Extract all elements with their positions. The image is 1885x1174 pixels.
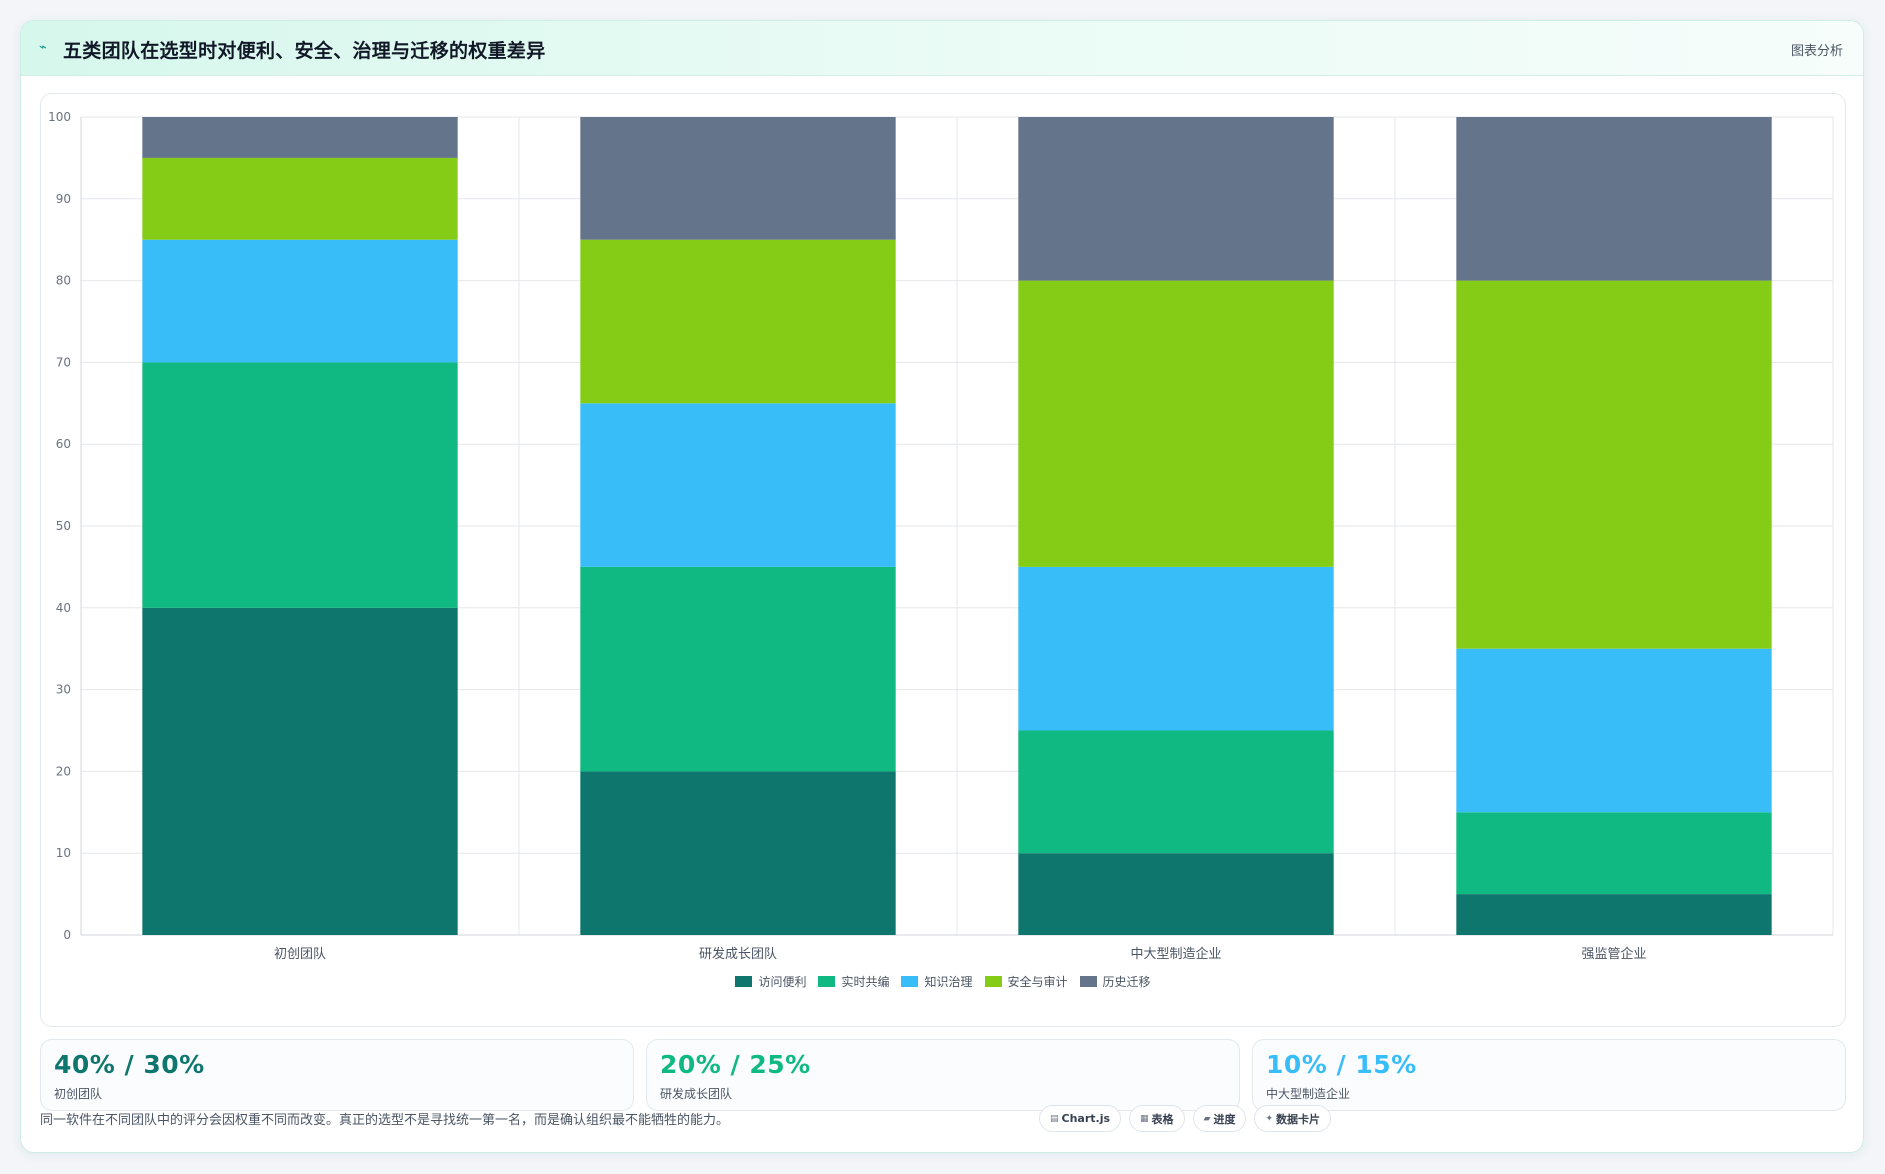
stat-card-manufacturing: 10% / 15% 中大型制造企业 [1252, 1039, 1846, 1111]
y-tick-label: 90 [56, 192, 71, 206]
bar-segment [580, 117, 896, 240]
chart-analysis-tag: 图表分析 [1790, 44, 1843, 59]
legend-label: 历史迁移 [1102, 974, 1151, 989]
legend-label: 安全与审计 [1007, 974, 1068, 989]
bar-segment [1018, 853, 1334, 935]
chart-panel: ⌁ 五类团队在选型时对便利、安全、治理与迁移的权重差异 图表分析 0 10 20 30… [20, 20, 1864, 1153]
footer-note: 同一软件在不同团队中的评分会因权重不同而改变。真正的选型不是寻找统一第一名，而是… [40, 1113, 730, 1128]
y-tick-label: 60 [56, 437, 71, 451]
legend-swatch [735, 975, 753, 987]
pill-label: 进度 [1213, 1112, 1236, 1126]
panel-header: ⌁ 五类团队在选型时对便利、安全、治理与迁移的权重差异 图表分析 [21, 21, 1863, 76]
bar-segment [1018, 566, 1334, 731]
y-tick-label: 0 [63, 928, 71, 942]
stat-value: 40% / 30% [54, 1050, 205, 1079]
bar-segment [1456, 894, 1772, 935]
bar-segment [142, 607, 458, 935]
bar-segment [580, 239, 896, 404]
y-tick-label: 100 [48, 110, 71, 124]
pill-chartjs[interactable]: ▤ Chart.js [1039, 1105, 1122, 1132]
y-tick-label: 80 [56, 274, 71, 288]
stat-cards: 40% / 30% 初创团队 20% / 25% 研发成长团队 10% / 15… [40, 1039, 1846, 1111]
bar-segment [580, 403, 896, 567]
panel-title: 五类团队在选型时对便利、安全、治理与迁移的权重差异 [63, 40, 546, 62]
pill-table[interactable]: ▦ 表格 [1129, 1105, 1185, 1132]
stat-label: 初创团队 [54, 1087, 103, 1101]
pill-data-card[interactable]: ✦ 数据卡片 [1254, 1105, 1332, 1132]
y-tick-label: 40 [56, 601, 71, 615]
y-tick-label: 30 [56, 683, 71, 697]
bar-segment [1456, 117, 1772, 281]
legend-item[interactable]: 历史迁移 [1079, 972, 1151, 990]
bar-segment [1456, 280, 1772, 649]
chart-legend: 访问便利 实时共编 知识治理 安全与审计 历史迁移 [41, 972, 1845, 990]
table-icon: ▦ [1140, 1113, 1149, 1124]
legend-label: 实时共编 [841, 974, 890, 989]
y-tick-label: 70 [56, 355, 71, 369]
stacked-bar-chart: 0 10 20 30 40 50 60 70 80 90 100 初创团队 研发成长团队 中大型制造企业 强… [48, 110, 1834, 962]
bar-segment [1018, 280, 1334, 567]
stat-value: 20% / 25% [660, 1050, 811, 1079]
bar-segment [1018, 730, 1334, 854]
pill-label: 表格 [1151, 1112, 1174, 1126]
legend-swatch [901, 975, 919, 987]
stat-card-rd-growth: 20% / 25% 研发成长团队 [646, 1039, 1240, 1111]
bar-segment [1456, 812, 1772, 895]
y-tick-label: 50 [56, 519, 71, 533]
pill-label: 数据卡片 [1276, 1112, 1321, 1126]
x-tick-label: 初创团队 [274, 947, 326, 962]
stat-card-startup: 40% / 30% 初创团队 [40, 1039, 634, 1111]
legend-item[interactable]: 实时共编 [818, 972, 889, 990]
y-tick-label: 20 [56, 764, 71, 778]
stat-value: 10% / 15% [1266, 1050, 1417, 1079]
bar-segment [142, 157, 458, 240]
legend-swatch [1079, 975, 1097, 987]
x-tick-label: 研发成长团队 [699, 946, 777, 962]
bar-segment [1456, 648, 1772, 813]
stat-label: 中大型制造企业 [1266, 1087, 1351, 1101]
progress-icon: ▰ [1203, 1113, 1211, 1124]
legend-item[interactable]: 访问便利 [735, 972, 806, 990]
x-tick-label: 中大型制造企业 [1130, 946, 1221, 962]
x-tick-label: 强监管企业 [1581, 946, 1646, 962]
bar-segment [142, 362, 458, 608]
stat-label: 研发成长团队 [660, 1087, 733, 1101]
bar-segment [142, 239, 458, 363]
legend-swatch [818, 975, 836, 987]
feature-pills: ▤ Chart.js ▦ 表格 ▰ 进度 ✦ 数据卡片 [1039, 1105, 1332, 1133]
chart-card: 0 10 20 30 40 50 60 70 80 90 100 初创团队 研发成长团队 中大型制造企业 强… [40, 93, 1846, 1027]
legend-label: 知识治理 [924, 974, 973, 989]
pill-label: Chart.js [1061, 1112, 1111, 1125]
legend-item[interactable]: 安全与审计 [984, 972, 1068, 990]
bar-segment [580, 771, 896, 935]
legend-item[interactable]: 知识治理 [901, 972, 973, 990]
bar-segment [580, 566, 896, 772]
bar-segment [142, 117, 458, 158]
pill-progress[interactable]: ▰ 进度 [1192, 1105, 1247, 1132]
sparkle-icon: ✦ [1265, 1113, 1274, 1124]
chart-icon: ▤ [1050, 1113, 1059, 1124]
y-tick-label: 10 [56, 846, 71, 860]
chart-line-icon: ⌁ [39, 40, 47, 55]
bar-segment [1018, 117, 1334, 281]
legend-label: 访问便利 [758, 974, 807, 989]
legend-swatch [984, 975, 1002, 987]
